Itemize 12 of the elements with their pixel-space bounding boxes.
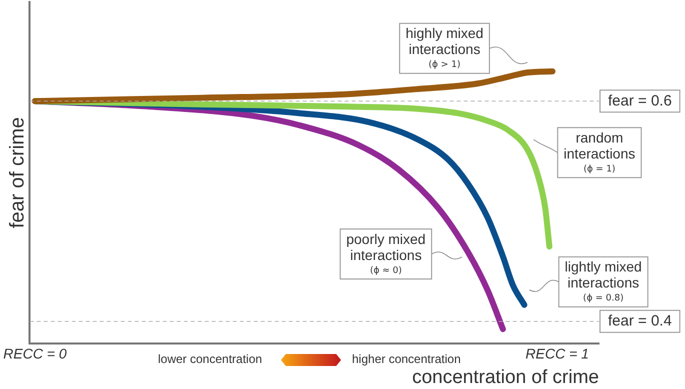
x-axis-title: concentration of crime xyxy=(412,366,599,388)
series-label: random interactions (ϕ = 1) xyxy=(564,129,636,174)
ref-line-label: fear = 0.6 xyxy=(608,92,672,110)
text: higher concentration xyxy=(352,352,461,366)
y-axis-title: fear of crime xyxy=(6,117,28,228)
x-tick-label: RECC = 1 xyxy=(526,346,589,362)
x-tick-label: RECC = 0 xyxy=(3,346,67,362)
text: lightly mixed interactions (ϕ = 0.8) xyxy=(564,258,642,304)
text: lower concentration xyxy=(158,352,262,366)
series-label: highly mixed interactions (ϕ > 1) xyxy=(406,25,484,70)
series-label: poorly mixed interactions (ϕ ≈ 0) xyxy=(346,230,426,276)
ref-line-label: fear = 0.4 xyxy=(608,312,672,330)
